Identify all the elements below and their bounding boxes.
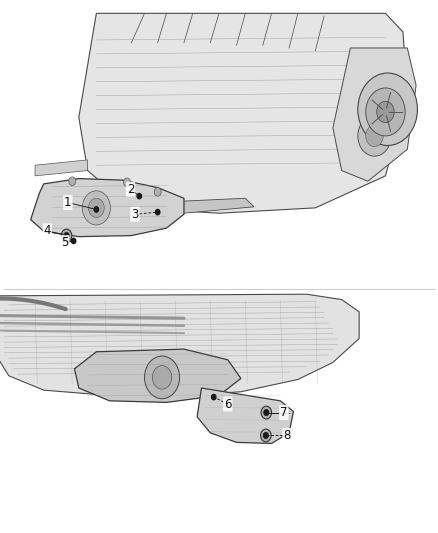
Text: 6: 6: [224, 398, 232, 410]
Polygon shape: [79, 13, 407, 213]
Polygon shape: [197, 388, 293, 443]
Circle shape: [71, 238, 76, 244]
Circle shape: [261, 406, 272, 419]
Circle shape: [212, 394, 216, 400]
Text: 1: 1: [64, 196, 72, 209]
Circle shape: [366, 88, 405, 136]
Circle shape: [64, 232, 69, 239]
Circle shape: [82, 191, 110, 225]
Polygon shape: [333, 48, 416, 181]
Text: 5: 5: [61, 236, 68, 249]
Circle shape: [358, 73, 417, 146]
Circle shape: [155, 209, 160, 215]
Circle shape: [264, 409, 269, 416]
Polygon shape: [0, 294, 359, 395]
Circle shape: [64, 233, 69, 238]
Polygon shape: [175, 198, 254, 213]
Circle shape: [94, 207, 99, 212]
Circle shape: [137, 193, 141, 199]
Circle shape: [61, 229, 72, 242]
Text: 2: 2: [127, 183, 134, 196]
Text: 8: 8: [283, 429, 290, 442]
Polygon shape: [31, 179, 184, 237]
Text: 3: 3: [131, 208, 138, 221]
Circle shape: [88, 198, 104, 217]
Circle shape: [261, 429, 271, 442]
Circle shape: [263, 432, 268, 439]
Polygon shape: [74, 349, 241, 402]
Circle shape: [377, 101, 394, 123]
Text: 7: 7: [280, 406, 288, 419]
Circle shape: [264, 410, 268, 415]
Text: 4: 4: [43, 224, 51, 237]
Circle shape: [366, 125, 383, 147]
Circle shape: [264, 433, 268, 438]
Circle shape: [154, 188, 161, 196]
Circle shape: [152, 366, 172, 389]
Polygon shape: [35, 160, 88, 176]
Circle shape: [358, 116, 391, 156]
Circle shape: [69, 177, 76, 185]
Circle shape: [145, 356, 180, 399]
Circle shape: [124, 178, 131, 187]
